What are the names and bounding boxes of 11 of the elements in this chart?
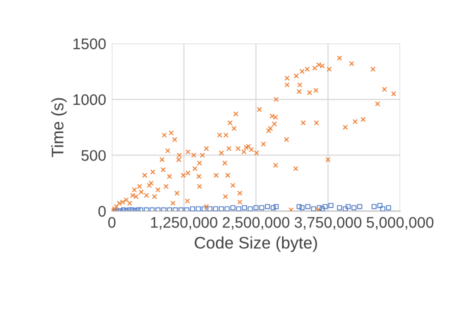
x-tick-label: 3,750,000: [294, 217, 362, 230]
y-tick-label: 500: [81, 150, 106, 161]
x-tick-label: 0: [108, 217, 116, 228]
y-tick-label: 1000: [73, 94, 106, 106]
y-axis-title: Time (s): [51, 98, 67, 158]
y-tick-label: 0: [98, 206, 106, 217]
x-axis-title: Code Size (byte): [194, 236, 317, 252]
y-tick-label: 1500: [73, 38, 106, 50]
x-tick-label: 5,000,000: [366, 217, 434, 230]
x-tick-label: 2,500,000: [222, 217, 290, 230]
x-tick-label: 1,250,000: [151, 217, 218, 230]
